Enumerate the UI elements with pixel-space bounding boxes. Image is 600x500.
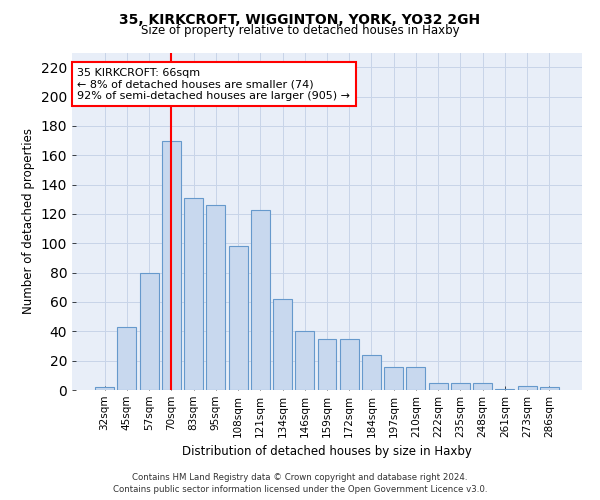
Bar: [451, 382, 470, 390]
Bar: [95, 387, 114, 390]
Y-axis label: Number of detached properties: Number of detached properties: [22, 128, 35, 314]
Bar: [429, 382, 448, 390]
Text: Size of property relative to detached houses in Haxby: Size of property relative to detached ho…: [140, 24, 460, 37]
Bar: [518, 386, 536, 390]
Bar: [540, 387, 559, 390]
Bar: [184, 198, 203, 390]
Bar: [473, 382, 492, 390]
Bar: [140, 272, 158, 390]
Bar: [118, 327, 136, 390]
Text: 35 KIRKCROFT: 66sqm
← 8% of detached houses are smaller (74)
92% of semi-detache: 35 KIRKCROFT: 66sqm ← 8% of detached hou…: [77, 68, 350, 101]
Bar: [251, 210, 270, 390]
Bar: [206, 205, 225, 390]
Text: 35, KIRKCROFT, WIGGINTON, YORK, YO32 2GH: 35, KIRKCROFT, WIGGINTON, YORK, YO32 2GH: [119, 12, 481, 26]
Bar: [162, 140, 181, 390]
Bar: [340, 338, 359, 390]
Bar: [384, 366, 403, 390]
X-axis label: Distribution of detached houses by size in Haxby: Distribution of detached houses by size …: [182, 446, 472, 458]
Bar: [295, 332, 314, 390]
Text: Contains HM Land Registry data © Crown copyright and database right 2024.
Contai: Contains HM Land Registry data © Crown c…: [113, 472, 487, 494]
Bar: [273, 299, 292, 390]
Bar: [406, 366, 425, 390]
Bar: [362, 355, 381, 390]
Bar: [496, 388, 514, 390]
Bar: [317, 338, 337, 390]
Bar: [229, 246, 248, 390]
